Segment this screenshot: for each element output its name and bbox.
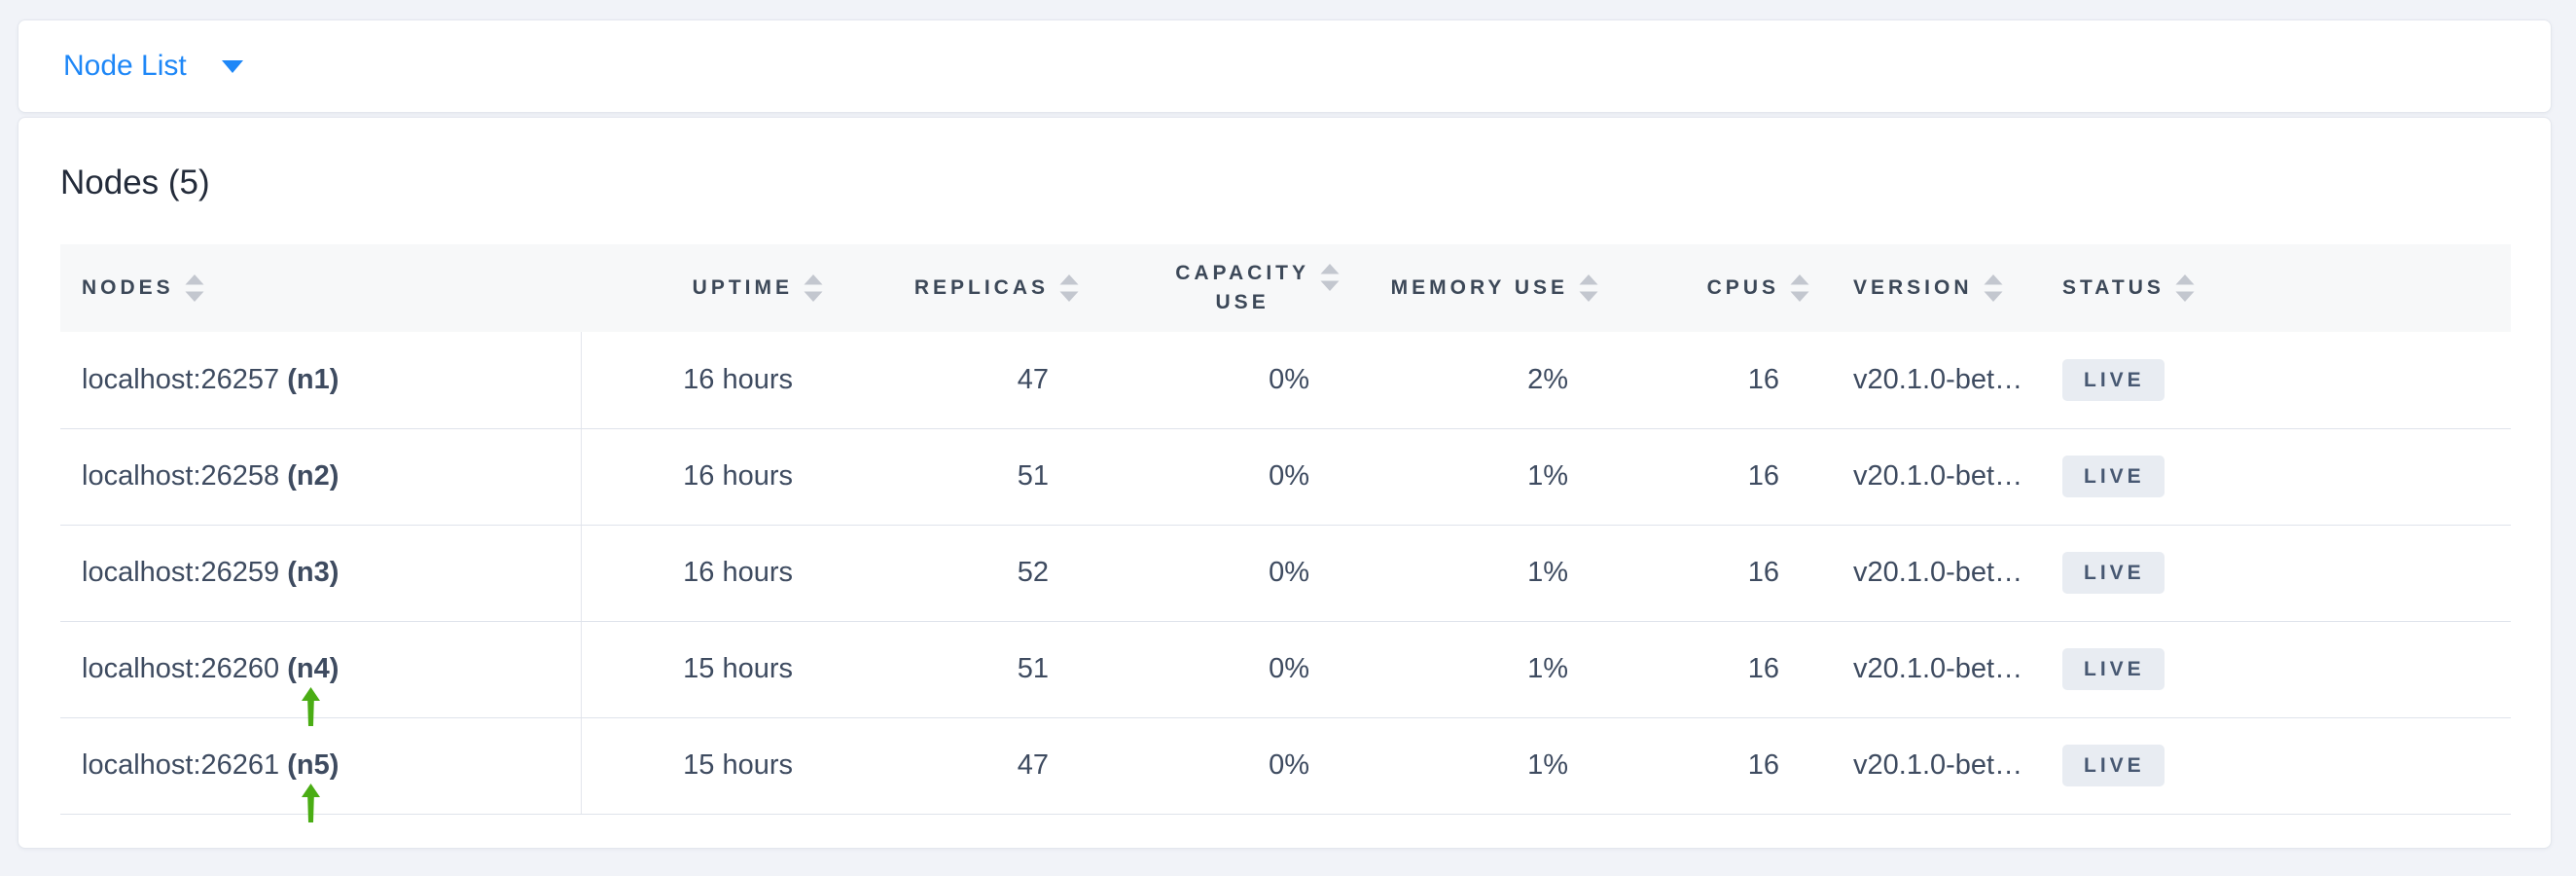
column-label: UPTIME — [692, 276, 793, 299]
column-header-memory-use[interactable]: MEMORY USE — [1348, 244, 1603, 332]
cpus-cell: 16 — [1603, 717, 1814, 815]
replicas-cell: 47 — [832, 332, 1088, 429]
uptime-cell: 16 hours — [581, 428, 832, 526]
nodes-count-heading: Nodes (5) — [60, 164, 210, 201]
sort-icon[interactable] — [2174, 274, 2196, 303]
nodes-table-header: NODES UPTIME REPLICAS — [60, 244, 2511, 332]
replicas-cell: 47 — [832, 717, 1088, 815]
node-id-text: (n5) — [287, 749, 340, 781]
nodes-table-body: localhost:26257 (n1) 16 hours 47 0% 2% 1… — [60, 332, 2511, 822]
node-row: localhost:26258 (n2) 16 hours 51 0% 1% 1… — [60, 428, 2511, 526]
green-up-arrow-icon — [302, 686, 320, 726]
node-address-text: localhost:26257 — [82, 363, 280, 395]
status-cell: LIVE — [2043, 525, 2511, 622]
sort-icon[interactable] — [803, 274, 824, 303]
memory-use-cell: 1% — [1348, 428, 1603, 526]
status-cell: LIVE — [2043, 621, 2511, 718]
live-status-badge: LIVE — [2062, 358, 2165, 401]
memory-use-cell: 1% — [1348, 621, 1603, 718]
view-selector-dropdown[interactable]: Node List — [63, 50, 243, 83]
node-address-text: localhost:26258 — [82, 460, 280, 492]
uptime-cell: 16 hours — [581, 332, 832, 429]
column-label: MEMORY USE — [1390, 276, 1568, 299]
sort-icon[interactable] — [1983, 274, 2004, 303]
node-id-text: (n4) — [287, 653, 340, 684]
cpus-cell: 16 — [1603, 332, 1814, 429]
sort-icon[interactable] — [184, 274, 205, 303]
column-header-version[interactable]: VERSION — [1814, 244, 2043, 332]
capacity-use-cell: 0% — [1088, 717, 1348, 815]
column-label: NODES — [82, 276, 174, 299]
column-label: STATUS — [2062, 276, 2165, 299]
sort-icon[interactable] — [1789, 274, 1810, 303]
replicas-cell: 51 — [832, 428, 1088, 526]
capacity-use-cell: 0% — [1088, 332, 1348, 429]
node-row: localhost:26257 (n1) 16 hours 47 0% 2% 1… — [60, 332, 2511, 429]
capacity-use-cell: 0% — [1088, 428, 1348, 526]
column-header-replicas[interactable]: REPLICAS — [832, 244, 1088, 332]
sort-icon[interactable] — [1578, 274, 1599, 303]
node-row: localhost:26260 (n4) 15 hours 51 0% 1% 1… — [60, 621, 2511, 726]
column-header-uptime[interactable]: UPTIME — [581, 244, 832, 332]
live-status-badge: LIVE — [2062, 456, 2165, 497]
node-id-text: (n3) — [287, 557, 340, 588]
uptime-cell: 15 hours — [581, 621, 832, 718]
status-cell: LIVE — [2043, 428, 2511, 526]
version-cell: v20.1.0-bet… — [1814, 428, 2043, 526]
cpus-cell: 16 — [1603, 428, 1814, 526]
cpus-cell: 16 — [1603, 621, 1814, 718]
version-cell: v20.1.0-bet… — [1814, 621, 2043, 718]
version-cell: v20.1.0-bet… — [1814, 717, 2043, 815]
column-label: CPUS — [1706, 276, 1779, 299]
nodes-panel: Nodes (5) NODES UPTIME — [18, 117, 2552, 849]
uptime-cell: 15 hours — [581, 717, 832, 815]
status-cell: LIVE — [2043, 717, 2511, 815]
view-selector-bar: Node List — [18, 19, 2552, 113]
column-header-status[interactable]: STATUS — [2043, 244, 2511, 332]
column-header-cpus[interactable]: CPUS — [1603, 244, 1814, 332]
uptime-cell: 16 hours — [581, 525, 832, 622]
sort-icon[interactable] — [1319, 263, 1341, 292]
node-address-cell: localhost:26258 (n2) — [60, 428, 582, 526]
version-cell: v20.1.0-bet… — [1814, 525, 2043, 622]
node-address-cell: localhost:26257 (n1) — [60, 332, 582, 429]
status-cell: LIVE — [2043, 332, 2511, 429]
memory-use-cell: 1% — [1348, 525, 1603, 622]
node-address-text: localhost:26261 — [82, 749, 280, 781]
column-header-nodes[interactable]: NODES — [60, 244, 581, 332]
column-label: REPLICAS — [913, 276, 1049, 299]
memory-use-cell: 1% — [1348, 717, 1603, 815]
capacity-use-cell: 0% — [1088, 525, 1348, 622]
node-address-text: localhost:26260 — [82, 653, 280, 684]
node-row: localhost:26259 (n3) 16 hours 52 0% 1% 1… — [60, 525, 2511, 622]
node-address-cell: localhost:26261 (n5) — [60, 717, 582, 822]
sort-icon[interactable] — [1058, 274, 1080, 303]
green-up-arrow-icon — [302, 783, 320, 822]
replicas-cell: 52 — [832, 525, 1088, 622]
live-status-badge: LIVE — [2062, 552, 2165, 594]
column-header-capacity-use[interactable]: CAPACITY USE — [1088, 244, 1348, 332]
replicas-cell: 51 — [832, 621, 1088, 718]
live-status-badge: LIVE — [2062, 745, 2165, 786]
version-cell: v20.1.0-bet… — [1814, 332, 2043, 429]
memory-use-cell: 2% — [1348, 332, 1603, 429]
cpus-cell: 16 — [1603, 525, 1814, 622]
node-id-text: (n2) — [287, 460, 340, 492]
live-status-badge: LIVE — [2062, 648, 2165, 690]
capacity-use-cell: 0% — [1088, 621, 1348, 718]
column-label: VERSION — [1853, 276, 1973, 299]
node-row: localhost:26261 (n5) 15 hours 47 0% 1% 1… — [60, 717, 2511, 822]
column-label: CAPACITY USE — [1175, 262, 1309, 313]
nodes-table: NODES UPTIME REPLICAS — [60, 244, 2511, 822]
node-address-cell: localhost:26259 (n3) — [60, 525, 582, 622]
view-selector-label: Node List — [63, 50, 187, 82]
node-id-text: (n1) — [287, 363, 340, 395]
node-address-cell: localhost:26260 (n4) — [60, 621, 582, 726]
caret-down-icon — [221, 59, 243, 73]
node-address-text: localhost:26259 — [82, 557, 280, 588]
